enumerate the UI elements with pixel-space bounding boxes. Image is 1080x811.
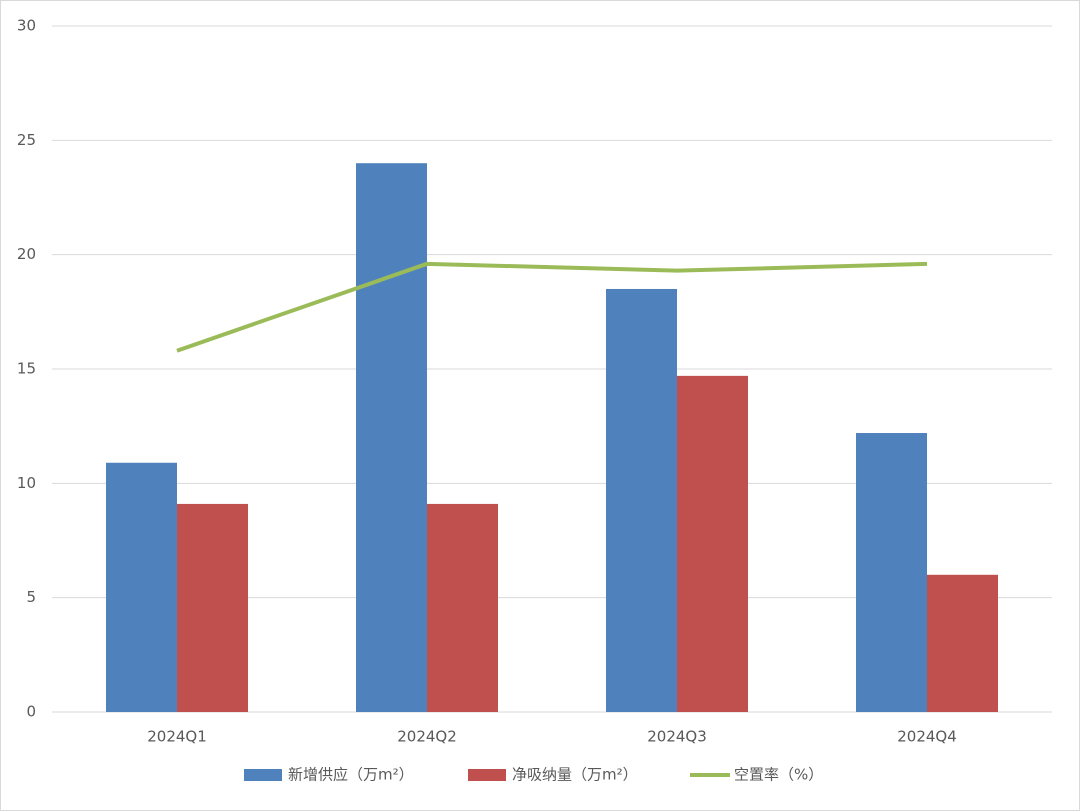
y-tick-label: 15 bbox=[17, 360, 36, 378]
legend-label: 新增供应（万m²） bbox=[288, 766, 414, 784]
y-tick-label: 20 bbox=[17, 245, 36, 263]
y-tick-label: 25 bbox=[17, 131, 36, 149]
bar bbox=[677, 375, 748, 712]
bar bbox=[606, 288, 677, 712]
bar bbox=[356, 163, 427, 712]
y-tick-label: 5 bbox=[26, 588, 36, 606]
legend-label: 空置率（%） bbox=[734, 766, 823, 784]
y-tick-label: 30 bbox=[17, 17, 36, 35]
x-tick-label: 2024Q1 bbox=[147, 728, 207, 746]
bar bbox=[106, 462, 177, 712]
legend-swatch bbox=[244, 769, 282, 781]
y-tick-label: 0 bbox=[26, 703, 36, 721]
y-tick-label: 10 bbox=[17, 474, 36, 492]
bar bbox=[427, 503, 498, 712]
legend-label: 净吸纳量（万m²） bbox=[512, 766, 638, 784]
bar bbox=[177, 503, 248, 712]
x-tick-label: 2024Q3 bbox=[647, 728, 707, 746]
legend-swatch bbox=[468, 769, 506, 781]
x-tick-label: 2024Q4 bbox=[897, 728, 957, 746]
bar bbox=[927, 574, 998, 712]
bar bbox=[856, 433, 927, 712]
x-tick-label: 2024Q2 bbox=[397, 728, 457, 746]
line-series bbox=[176, 261, 928, 353]
